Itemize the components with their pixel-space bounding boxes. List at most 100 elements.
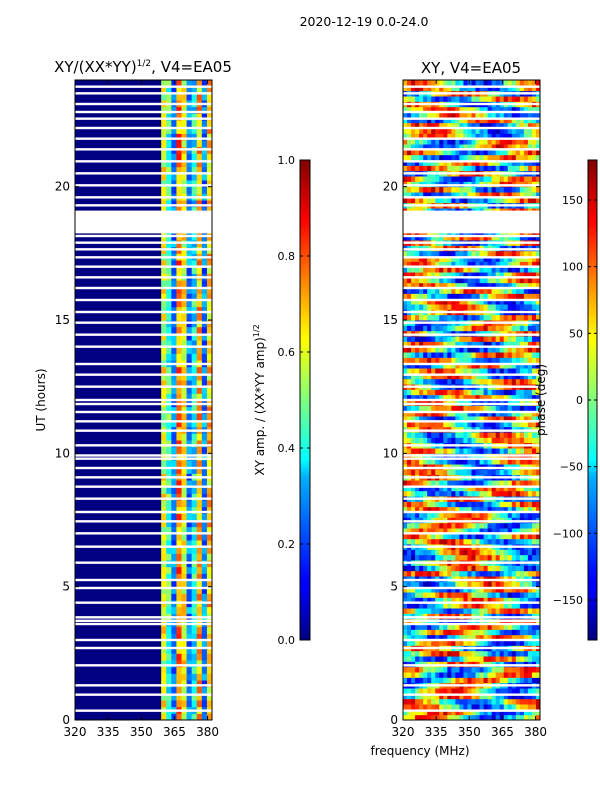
phase-cell (491, 186, 497, 193)
phase-cell (463, 469, 468, 476)
phase-cell (459, 410, 464, 417)
phase-cell (423, 405, 428, 412)
amplitude-cell (176, 693, 183, 701)
phase-cell (535, 266, 540, 273)
phase-cell (467, 634, 472, 641)
phase-cell (415, 640, 420, 646)
amplitude-cell (201, 626, 208, 634)
amplitude-cell (166, 453, 172, 461)
phase-cell (439, 565, 444, 572)
phase-cell (423, 250, 428, 257)
phase-cell (423, 138, 428, 145)
phase-cell (535, 650, 540, 657)
amplitude-cell (166, 700, 172, 708)
amplitude-cell (171, 693, 177, 701)
phase-cell (527, 282, 533, 289)
amplitude-cell (186, 606, 193, 614)
phase-cell (511, 165, 517, 172)
phase-cell (531, 533, 537, 540)
amplitude-cell (181, 306, 188, 314)
phase-cell (515, 506, 521, 513)
phase-cell (499, 186, 505, 193)
phase-cell (483, 677, 489, 684)
amplitude-cell (176, 153, 183, 161)
phase-cell (467, 533, 472, 540)
amplitude-cell (171, 413, 177, 421)
phase-cell (475, 704, 481, 710)
phase-cell (519, 480, 525, 486)
phase-cell (403, 714, 408, 720)
phase-cell (471, 608, 477, 614)
phase-cell (475, 597, 481, 604)
phase-cell (447, 394, 452, 401)
phase-cell (471, 106, 477, 113)
phase-cell (511, 325, 517, 332)
phase-cell (451, 581, 456, 588)
phase-cell (471, 709, 477, 716)
phase-cell (495, 197, 501, 204)
amplitude-cell (166, 200, 172, 208)
phase-cell (431, 357, 436, 364)
phase-cell (403, 272, 408, 278)
phase-cell (535, 176, 540, 182)
phase-cell (483, 485, 489, 492)
amplitude-cell (201, 206, 208, 214)
phase-cell (459, 640, 464, 646)
phase-cell (511, 634, 517, 641)
phase-cell (475, 485, 481, 492)
phase-cell (535, 410, 540, 417)
phase-cell (503, 266, 509, 273)
amplitude-cell (176, 486, 183, 494)
phase-cell (495, 714, 501, 720)
phase-cell (499, 437, 505, 444)
phase-cell (479, 704, 485, 710)
phase-cell (503, 538, 509, 545)
phase-cell (535, 128, 540, 134)
phase-cell (503, 570, 509, 577)
phase-cell (475, 554, 481, 561)
phase-cell (479, 378, 485, 385)
phase-cell (475, 394, 481, 401)
phase-cell (431, 554, 436, 561)
phase-cell (411, 341, 416, 348)
amplitude-cell (201, 680, 208, 688)
phase-cell (531, 144, 537, 150)
amplitude-cell (206, 266, 212, 274)
amplitude-cell (196, 446, 203, 454)
amplitude-cell (191, 200, 198, 208)
phase-cell (479, 266, 485, 273)
phase-cell (447, 608, 452, 614)
amplitude-cell (196, 406, 203, 414)
amplitude-cell (201, 373, 208, 381)
phase-cell (463, 688, 468, 694)
phase-cell (455, 298, 460, 305)
phase-cell (403, 666, 408, 673)
amplitude-cell (191, 160, 198, 168)
phase-cell (455, 586, 460, 593)
phase-cell (527, 336, 533, 342)
phase-cell (483, 176, 489, 182)
phase-cell (463, 362, 468, 369)
phase-cell (535, 314, 540, 321)
amplitude-cell (191, 686, 198, 694)
amplitude-cell (196, 433, 203, 441)
phase-cell (451, 298, 456, 305)
amplitude-cell (206, 373, 212, 381)
phase-cell (407, 522, 412, 529)
phase-cell (443, 272, 448, 278)
phase-cell (443, 341, 448, 348)
phase-cell (479, 709, 485, 716)
phase-cell (439, 160, 444, 166)
phase-cell (531, 549, 537, 556)
phase-cell (415, 458, 420, 465)
phase-cell (519, 293, 525, 300)
phase-cell (427, 357, 432, 364)
phase-cell (419, 512, 424, 518)
phase-cell (451, 640, 456, 646)
phase-cell (427, 512, 432, 518)
phase-cell (427, 314, 432, 321)
phase-cell (463, 698, 468, 705)
phase-cell (527, 256, 533, 262)
phase-cell (527, 485, 533, 492)
amplitude-cell (161, 106, 167, 114)
